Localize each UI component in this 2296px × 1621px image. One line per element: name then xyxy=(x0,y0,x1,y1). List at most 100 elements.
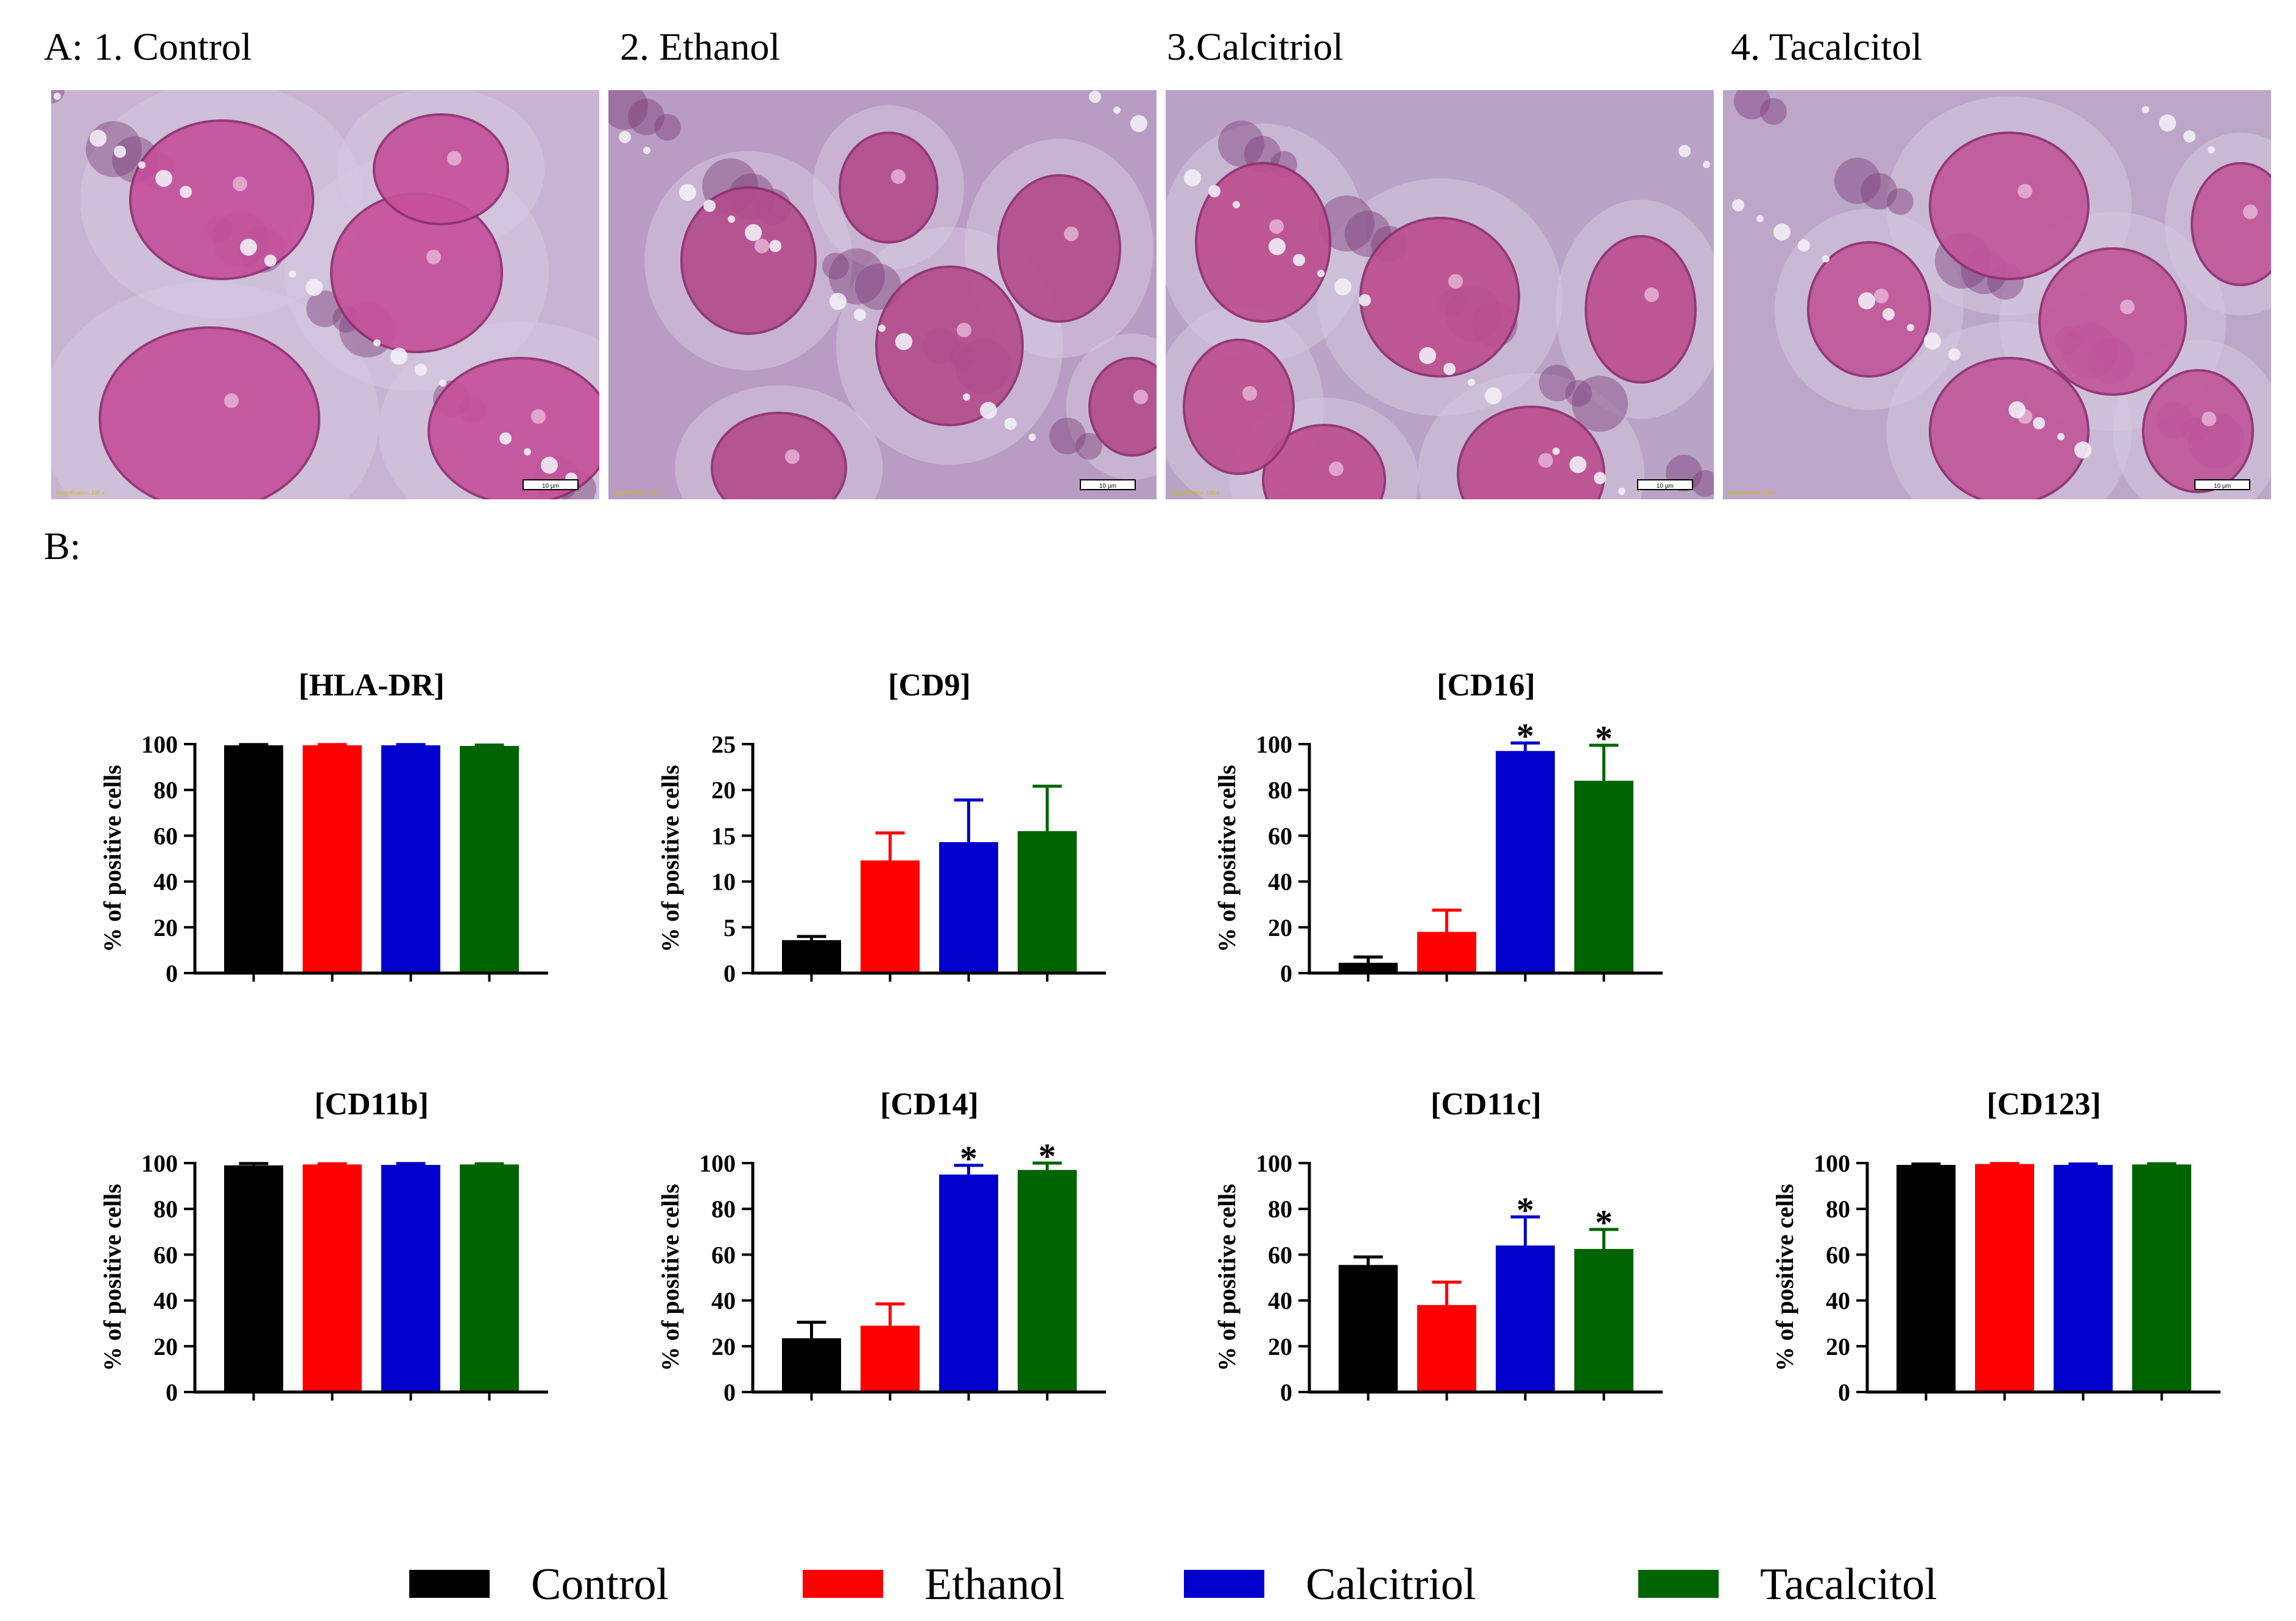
y-tick-label: 60 xyxy=(711,1241,736,1268)
y-tick-label: 80 xyxy=(711,1195,736,1223)
y-tick-label: 20 xyxy=(711,776,736,804)
error-bar xyxy=(1510,1215,1540,1246)
bar-calcitriol xyxy=(939,1174,998,1392)
y-axis-label: % of positive cells xyxy=(1213,765,1241,952)
y-tick-label: 40 xyxy=(711,1287,736,1315)
chart-title: [CD11b] xyxy=(314,1087,429,1122)
y-axis-label: % of positive cells xyxy=(657,1184,684,1371)
y-tick-label: 100 xyxy=(141,1150,178,1177)
y-tick-label: 100 xyxy=(1256,1150,1292,1177)
magnification-caption: Magnification: 100 x xyxy=(1728,490,1777,496)
y-tick-label: 0 xyxy=(1838,1379,1850,1406)
micrograph-title-calcitriol: 3.Calcitriol xyxy=(1167,25,1343,68)
legend: Control Ethanol Calcitriol Tacalcitol xyxy=(409,1559,1937,1609)
error-bar xyxy=(396,1162,426,1166)
error-bar xyxy=(1353,1255,1383,1265)
y-axis-label: % of positive cells xyxy=(1771,1184,1798,1371)
error-bar xyxy=(474,744,504,747)
magnification-caption: Magnification: 100 x xyxy=(613,490,663,496)
y-tick-label: 0 xyxy=(166,1379,178,1406)
chart-title: [HLA-DR] xyxy=(298,668,445,703)
significance-star: * xyxy=(1516,1190,1534,1229)
bar-ethanol xyxy=(1417,932,1476,973)
significance-star: * xyxy=(1038,1136,1056,1176)
panel-b-label: B: xyxy=(44,524,81,568)
y-tick-label: 0 xyxy=(724,960,736,987)
y-axis-label: % of positive cells xyxy=(1213,1184,1241,1371)
chart-title: [CD123] xyxy=(1987,1087,2101,1122)
y-tick-label: 10 xyxy=(711,868,736,896)
bar-calcitriol xyxy=(381,745,440,973)
y-axis-label: % of positive cells xyxy=(657,765,684,952)
error-bar xyxy=(239,1162,269,1166)
legend-label: Tacalcitol xyxy=(1760,1559,1937,1609)
error-bar xyxy=(875,1302,905,1326)
legend-label: Ethanol xyxy=(924,1559,1065,1609)
chart-cd14: [CD14] % of positive cells * * 0 20 40 60 80 100 xyxy=(657,1087,1106,1406)
y-tick-label: 100 xyxy=(141,731,178,758)
significance-star: * xyxy=(1516,716,1534,756)
y-axis-label: % of positive cells xyxy=(99,765,126,952)
bar-control xyxy=(782,940,841,973)
y-tick-label: 80 xyxy=(153,1195,178,1223)
significance-star: * xyxy=(1595,719,1613,758)
bar-tacalcitol xyxy=(1018,831,1077,973)
bar-tacalcitol xyxy=(460,746,519,973)
chart-cd16: [CD16] % of positive cells * * 0 20 40 60 80 100 xyxy=(1213,668,1663,987)
bar-ethanol xyxy=(1417,1305,1476,1392)
y-tick-label: 0 xyxy=(1280,1379,1292,1406)
y-axis-label: % of positive cells xyxy=(99,1184,126,1371)
bar-control xyxy=(1339,1265,1398,1392)
error-bar xyxy=(954,1164,984,1175)
y-tick-label: 40 xyxy=(1268,868,1292,896)
error-bar xyxy=(1911,1162,1941,1166)
scale-bar-label: 10 µm xyxy=(542,483,559,490)
chart-cd123: [CD123] % of positive cells 0 20 40 60 80 100 xyxy=(1771,1087,2220,1406)
error-bar xyxy=(875,831,905,861)
legend-swatch xyxy=(1184,1570,1264,1598)
micrograph-title-tacalcitol: 4. Tacalcitol xyxy=(1731,25,1923,68)
error-bar xyxy=(797,935,826,940)
y-tick-label: 60 xyxy=(1826,1241,1850,1268)
legend-item-ethanol: Ethanol xyxy=(803,1559,1065,1609)
bar-calcitriol xyxy=(381,1165,440,1392)
y-tick-label: 0 xyxy=(724,1379,736,1406)
chart-title: [CD9] xyxy=(888,668,971,703)
chart-hla-dr: [HLA-DR] % of positive cells 0 20 40 60 80 100 xyxy=(99,668,548,987)
y-tick-label: 60 xyxy=(1268,1241,1292,1268)
legend-swatch xyxy=(409,1570,490,1598)
y-tick-label: 20 xyxy=(1826,1333,1850,1360)
y-tick-label: 60 xyxy=(1268,822,1292,849)
y-tick-label: 80 xyxy=(1268,1195,1292,1223)
y-tick-label: 80 xyxy=(153,776,178,804)
bar-ethanol xyxy=(861,860,920,973)
legend-swatch xyxy=(803,1570,883,1598)
error-bar xyxy=(1510,741,1540,751)
legend-item-control: Control xyxy=(409,1559,669,1609)
chart-title: [CD14] xyxy=(880,1087,979,1122)
chart-cd9: [CD9] % of positive cells 0 5 10 15 20 25 xyxy=(657,668,1106,987)
legend-label: Calcitriol xyxy=(1306,1559,1476,1609)
significance-star: * xyxy=(960,1139,977,1178)
error-bar xyxy=(954,798,984,842)
y-tick-label: 20 xyxy=(153,914,178,941)
bar-tacalcitol xyxy=(1574,781,1633,973)
y-tick-label: 20 xyxy=(1268,914,1292,941)
y-tick-label: 60 xyxy=(153,1241,178,1268)
y-tick-label: 0 xyxy=(1280,960,1292,987)
bar-calcitriol xyxy=(939,842,998,973)
error-bar xyxy=(1589,1228,1619,1249)
legend-item-calcitriol: Calcitriol xyxy=(1184,1559,1476,1609)
bar-tacalcitol xyxy=(1018,1170,1077,1392)
magnification-caption: Magnification: 100 x xyxy=(1171,490,1220,496)
micrograph-ethanol: 10 µm Magnification: 100 x xyxy=(608,90,1157,499)
bar-ethanol xyxy=(303,745,362,973)
legend-swatch xyxy=(1638,1570,1719,1598)
y-tick-label: 60 xyxy=(153,822,178,849)
bar-ethanol xyxy=(1975,1164,2034,1392)
bar-control xyxy=(1896,1165,1956,1392)
y-tick-label: 100 xyxy=(1256,731,1292,758)
magnification-caption: Magnification: 100 x xyxy=(56,490,105,496)
y-tick-label: 5 xyxy=(724,914,736,941)
